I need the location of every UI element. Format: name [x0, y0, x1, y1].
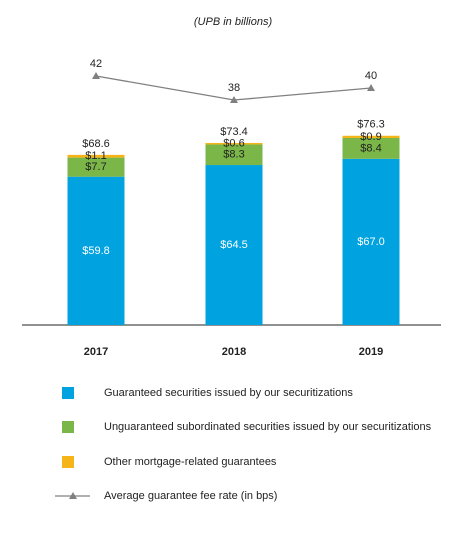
- legend-label: Guaranteed securities issued by our secu…: [104, 387, 353, 399]
- x-tick-label: 2017: [84, 346, 108, 358]
- value-label: $67.0: [357, 236, 385, 248]
- bar-segment: [67, 154, 125, 158]
- line-label: 38: [228, 82, 240, 94]
- legend-marker: [69, 492, 77, 499]
- bar-segment: [205, 142, 263, 145]
- value-label: $64.5: [220, 239, 248, 251]
- value-label: $0.6: [223, 138, 244, 150]
- value-label: $1.1: [85, 150, 106, 162]
- line-label: 42: [90, 58, 102, 70]
- value-label: $8.3: [223, 149, 244, 161]
- total-label: $76.3: [357, 119, 385, 131]
- x-tick-label: 2018: [222, 346, 246, 358]
- line-marker: [92, 72, 100, 79]
- bar-segment: [67, 176, 125, 325]
- bar-segment: [342, 158, 400, 325]
- total-label: $73.4: [220, 126, 248, 138]
- value-label: $7.7: [85, 161, 106, 173]
- bar-segment: [342, 138, 400, 159]
- legend-label: Average guarantee fee rate (in bps): [104, 490, 277, 502]
- legend-swatch: [62, 421, 74, 433]
- line-marker: [230, 96, 238, 103]
- value-label: $8.4: [360, 142, 381, 154]
- x-tick-label: 2019: [359, 346, 383, 358]
- line-label: 40: [365, 70, 377, 82]
- value-label: $0.9: [360, 131, 381, 143]
- legend-label: Other mortgage-related guarantees: [104, 456, 277, 468]
- legend-label: Unguaranteed subordinated securities iss…: [104, 421, 432, 433]
- line-marker: [367, 84, 375, 91]
- total-label: $68.6: [82, 138, 110, 150]
- bar-segment: [67, 157, 125, 177]
- legend-swatch: [62, 456, 74, 468]
- bar-segment: [205, 165, 263, 325]
- bar-segment: [205, 144, 263, 166]
- value-label: $59.8: [82, 245, 110, 257]
- legend-swatch: [62, 387, 74, 399]
- chart-subtitle: (UPB in billions): [194, 16, 273, 28]
- bar-segment: [342, 135, 400, 139]
